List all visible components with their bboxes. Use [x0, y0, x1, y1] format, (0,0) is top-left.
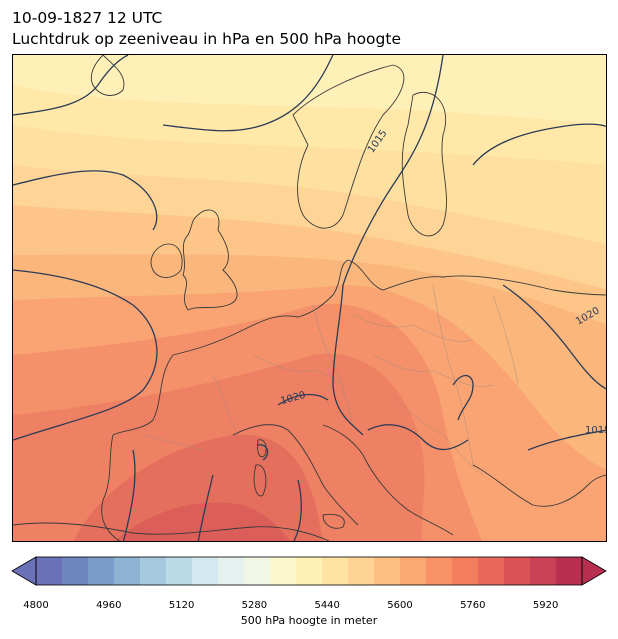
- colorbar-cell: [452, 557, 479, 585]
- colorbar-cell: [504, 557, 531, 585]
- map-canvas: 1015 1020 1020 1015: [13, 55, 607, 541]
- colorbar-cell: [400, 557, 427, 585]
- map-title: Luchtdruk op zeeniveau in hPa en 500 hPa…: [12, 30, 401, 48]
- colorbar-cell: [478, 557, 505, 585]
- colorbar-extend-high: [581, 556, 607, 586]
- colorbar-extend-low: [11, 556, 37, 586]
- country-borders: [142, 284, 519, 476]
- colorbar-tick-label: 5760: [460, 600, 486, 611]
- colorbar-cell: [218, 557, 245, 585]
- height-field: [13, 55, 606, 541]
- colorbar-cell: [374, 557, 401, 585]
- colorbar-cell: [244, 557, 271, 585]
- weather-map: 1015 1020 1020 1015: [12, 54, 607, 542]
- colorbar-cell: [114, 557, 141, 585]
- colorbar-cell: [530, 557, 557, 585]
- colorbar-cell: [296, 557, 323, 585]
- colorbar-tick-label: 5280: [241, 600, 268, 611]
- colorbar-cell: [322, 557, 349, 585]
- colorbar-frame: [35, 556, 583, 586]
- colorbar-cell: [192, 557, 219, 585]
- colorbar-cell: [62, 557, 89, 585]
- colorbar: [11, 556, 607, 586]
- colorbar-tick-label: 5920: [532, 600, 559, 611]
- map-date: 10-09-1827 12 UTC: [12, 9, 163, 27]
- colorbar-tick-label: 5600: [387, 600, 413, 611]
- colorbar-tick-label: 5440: [314, 600, 340, 611]
- colorbar-cell: [166, 557, 193, 585]
- isobar-label: 1015: [585, 425, 607, 436]
- colorbar-cell: [270, 557, 297, 585]
- isobars: [13, 55, 606, 541]
- colorbar-cell: [88, 557, 115, 585]
- coastlines: [13, 55, 606, 541]
- colorbar-cell: [36, 557, 63, 585]
- colorbar-tick-label: 5120: [168, 600, 195, 611]
- colorbar-tick-label: 4800: [23, 600, 49, 611]
- colorbar-cell: [556, 557, 583, 585]
- colorbar-tick-label: 4960: [96, 600, 122, 611]
- colorbar-cell: [348, 557, 375, 585]
- colorbar-cell: [140, 557, 167, 585]
- colorbar-label: 500 hPa hoogte in meter: [240, 614, 378, 627]
- colorbar-cell: [426, 557, 453, 585]
